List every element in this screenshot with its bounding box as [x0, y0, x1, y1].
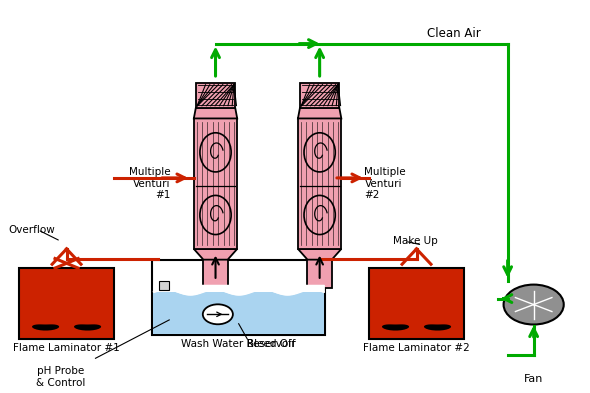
Polygon shape — [74, 324, 101, 331]
Text: pH Probe
& Control: pH Probe & Control — [36, 366, 86, 387]
Text: Wash Water Reservoir: Wash Water Reservoir — [181, 339, 296, 349]
Text: Flame Laminator #2: Flame Laminator #2 — [363, 343, 470, 353]
Text: Multiple
Venturi
#1: Multiple Venturi #1 — [129, 167, 171, 200]
Text: Make Up: Make Up — [394, 236, 438, 246]
Text: Bleed Off: Bleed Off — [247, 339, 296, 349]
Bar — [300, 83, 339, 108]
Bar — [529, 298, 538, 312]
Polygon shape — [194, 108, 237, 118]
Bar — [153, 292, 324, 334]
Bar — [369, 268, 464, 339]
Bar — [19, 268, 114, 339]
Bar — [204, 257, 228, 288]
Bar — [194, 118, 237, 249]
Text: Clean Air: Clean Air — [427, 27, 480, 40]
Circle shape — [203, 304, 233, 324]
Polygon shape — [424, 324, 451, 331]
Text: Fan: Fan — [524, 375, 543, 384]
Text: Multiple
Venturi
#2: Multiple Venturi #2 — [365, 167, 406, 200]
Bar — [152, 261, 326, 335]
Polygon shape — [382, 324, 409, 331]
Bar — [159, 281, 169, 290]
Polygon shape — [194, 249, 237, 260]
Bar — [196, 83, 235, 108]
Polygon shape — [32, 324, 59, 331]
Polygon shape — [298, 108, 342, 118]
Polygon shape — [298, 249, 342, 260]
Circle shape — [504, 285, 563, 325]
Bar — [307, 257, 332, 288]
Text: Overflow: Overflow — [9, 225, 55, 235]
Bar — [298, 118, 342, 249]
Text: Flame Laminator #1: Flame Laminator #1 — [13, 343, 120, 353]
